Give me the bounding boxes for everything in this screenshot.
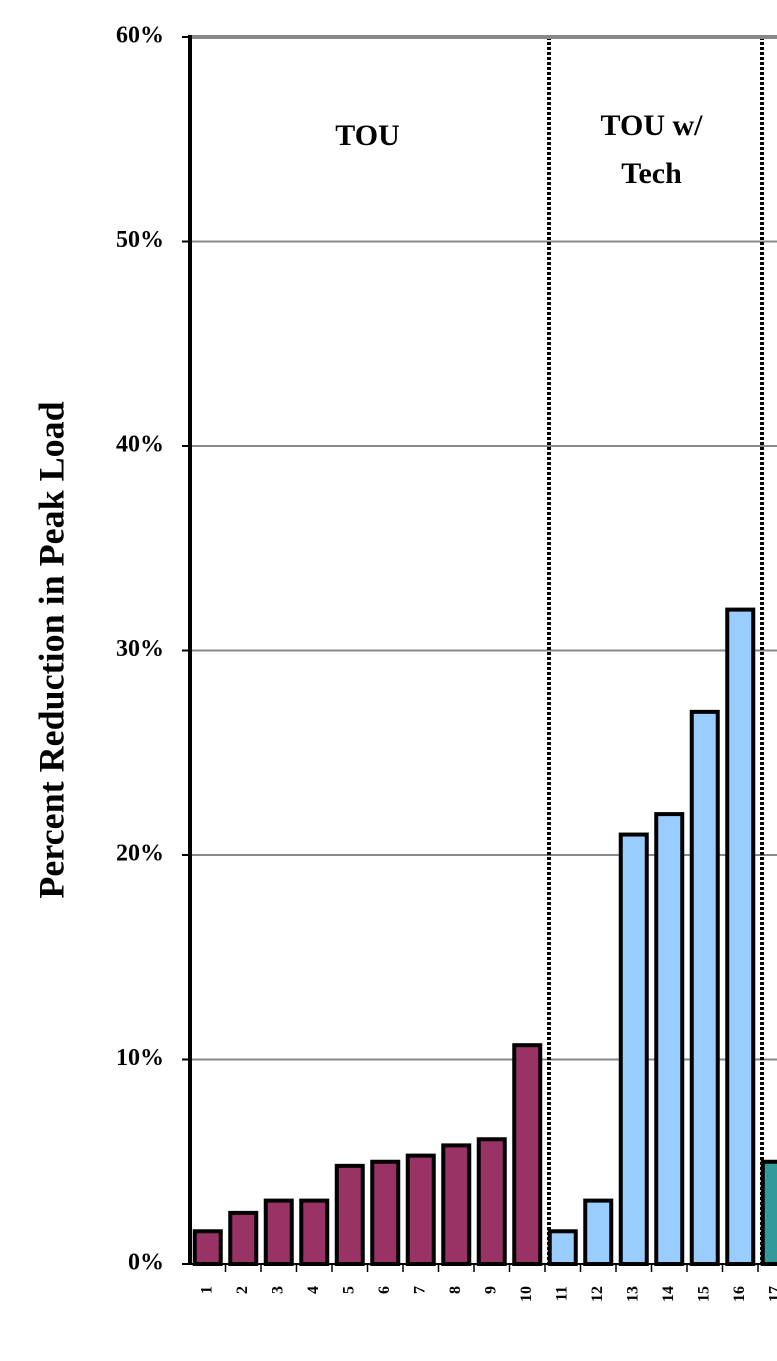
x-tick-label: 9 [482, 1286, 499, 1294]
y-tick-label: 10% [116, 1045, 164, 1071]
x-tick-label: 14 [660, 1286, 677, 1302]
group-label: TOU [335, 119, 399, 152]
x-tick-label: 15 [695, 1286, 712, 1302]
x-tick-label: 16 [731, 1286, 748, 1302]
x-tick-label: 17 [766, 1286, 777, 1302]
bar [476, 1137, 507, 1267]
y-tick-label: 20% [116, 841, 164, 867]
x-tick-label: 1 [198, 1286, 215, 1294]
y-tick-label: 60% [116, 23, 164, 49]
y-axis-label: Percent Reduction in Peak Load [31, 401, 71, 898]
bar [512, 1043, 543, 1267]
x-tick-label: 13 [624, 1286, 641, 1302]
x-tick-label: 7 [411, 1286, 428, 1294]
bar [547, 1229, 578, 1267]
x-tick-label: 2 [234, 1286, 251, 1294]
x-tick-label: 12 [589, 1286, 606, 1302]
bar [228, 1210, 259, 1266]
bar [405, 1153, 436, 1266]
x-tick-label: 3 [269, 1286, 286, 1294]
x-tick-label: 10 [518, 1286, 535, 1302]
bar [192, 1229, 223, 1267]
bar [299, 1198, 330, 1266]
bar [334, 1163, 365, 1266]
y-tick-label: 30% [116, 636, 164, 662]
x-tick-label: 11 [553, 1286, 570, 1301]
x-tick-label: 4 [305, 1286, 322, 1294]
bar [760, 1159, 777, 1266]
bar [263, 1198, 294, 1266]
group-label: Tech [621, 157, 682, 190]
y-tick-label: 0% [128, 1250, 164, 1276]
bar [583, 1198, 614, 1266]
x-tick-label: 6 [376, 1286, 393, 1294]
group-label: TOU w/ [601, 109, 704, 142]
bar [618, 832, 649, 1266]
bar [654, 812, 685, 1266]
bar [370, 1159, 401, 1266]
bar [689, 709, 720, 1266]
y-tick-label: 50% [116, 227, 164, 253]
x-tick-label: 5 [340, 1286, 357, 1294]
bar [441, 1143, 472, 1267]
bar [725, 607, 756, 1266]
y-tick-label: 40% [116, 432, 164, 458]
x-tick-label: 8 [447, 1286, 464, 1294]
